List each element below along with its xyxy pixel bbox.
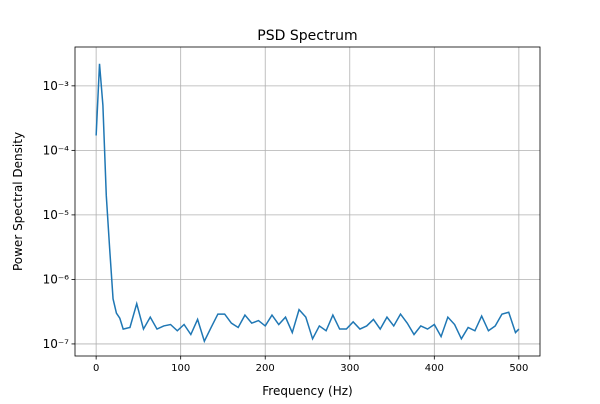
y-tick-label: 10⁻⁴ — [43, 143, 70, 157]
x-tick-label: 0 — [93, 363, 99, 374]
x-axis-label: Frequency (Hz) — [262, 384, 353, 398]
plot-frame — [74, 46, 541, 357]
y-axis-label: Power Spectral Density — [11, 132, 25, 271]
y-tick-label: 10⁻³ — [43, 79, 70, 93]
x-tick-label: 100 — [171, 363, 190, 374]
y-tick-label: 10⁻⁶ — [43, 272, 70, 286]
y-tick-label: 10⁻⁷ — [43, 337, 70, 351]
x-tick-label: 500 — [509, 363, 528, 374]
data-line — [95, 63, 520, 344]
x-tick-label: 300 — [340, 363, 359, 374]
y-tick-label: 10⁻⁵ — [43, 208, 70, 222]
x-tick-label: 400 — [425, 363, 444, 374]
x-tick-label: 200 — [256, 363, 275, 374]
chart-title: PSD Spectrum — [257, 28, 357, 44]
